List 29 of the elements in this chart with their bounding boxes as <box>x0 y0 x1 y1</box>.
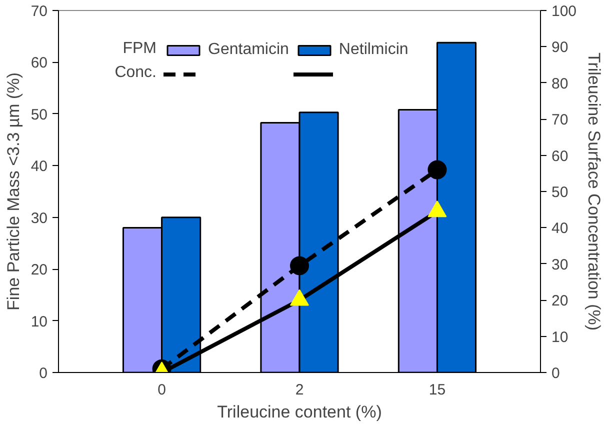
y2-tick-label: 30 <box>552 256 568 274</box>
x-tick-label: 15 <box>428 382 446 398</box>
y-axis-title: Fine Particle Mass <3.3 µm (%) <box>4 72 23 310</box>
annotation: FPM <box>122 40 157 57</box>
y-tick-label: 40 <box>30 158 48 176</box>
y2-tick-label: 70 <box>552 112 568 129</box>
y-tick-label: 30 <box>30 210 48 227</box>
y-tick-label: 10 <box>30 313 48 330</box>
x-tick-label: 0 <box>158 382 166 398</box>
y-tick-label: 70 <box>30 3 48 20</box>
y2-tick-label: 100 <box>552 3 577 20</box>
y-tick-label: 50 <box>30 106 48 124</box>
legend-label: Gentamicin <box>208 41 289 59</box>
y2-tick-label: 20 <box>552 292 568 310</box>
y-tick-label: 60 <box>30 54 48 72</box>
y2-axis-title: Trileucine Surface Concentration (%) <box>584 52 604 331</box>
y-tick-label: 0 <box>39 365 48 382</box>
legend-label: Netilmicin <box>338 41 410 59</box>
y2-tick-label: 80 <box>552 75 568 92</box>
y-tick-label: 20 <box>30 262 48 279</box>
y2-tick-label: 40 <box>552 220 568 238</box>
x-tick-label: 2 <box>295 382 304 398</box>
y2-tick-label: 10 <box>552 328 568 346</box>
y2-tick-label: 60 <box>552 148 568 165</box>
y2-tick-label: 50 <box>552 184 568 201</box>
y2-tick-label: 0 <box>552 365 560 382</box>
annotation: Conc. <box>114 64 156 81</box>
y2-tick-label: 90 <box>552 39 568 56</box>
x-axis-title: Trileucine content (%) <box>217 402 382 422</box>
